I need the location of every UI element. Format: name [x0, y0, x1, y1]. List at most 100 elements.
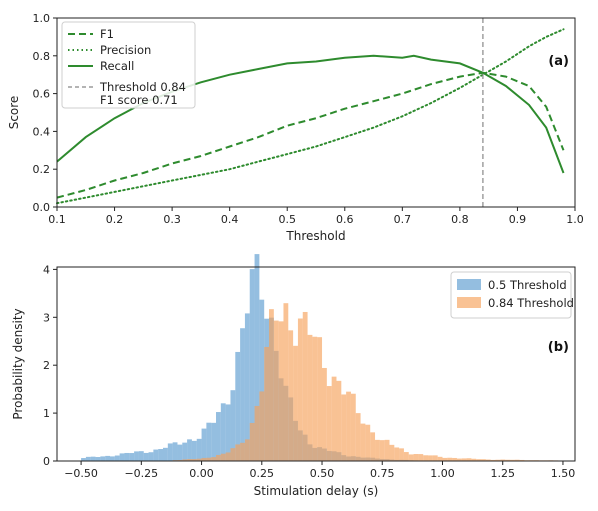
hist-bar: [105, 455, 111, 461]
hist-bar: [163, 447, 168, 461]
hist-bar: [461, 458, 467, 461]
legend-label-2: 0.84 Threshold: [488, 296, 574, 310]
hist-bar: [90, 456, 96, 461]
hist-bar: [172, 442, 178, 461]
panel-b-legend: 0.5 Threshold 0.84 Threshold: [450, 271, 574, 319]
hist-bar: [254, 254, 260, 461]
hist-bar: [375, 439, 380, 461]
hist-bar: [500, 459, 506, 461]
hist-bar: [307, 334, 313, 461]
hist-bar: [240, 328, 245, 461]
hist-bar: [264, 346, 270, 461]
y-tick-label: 0.4: [33, 125, 51, 138]
hist-bar: [341, 394, 347, 461]
hist-bar: [201, 457, 207, 461]
hist-bar: [216, 412, 221, 461]
x-tick-label: 0.4: [221, 213, 239, 226]
hist-bar: [509, 459, 515, 461]
hist-bar: [490, 459, 496, 461]
hist-bar: [225, 452, 231, 461]
hist-bar: [167, 443, 173, 461]
panel-b-x-axis-label: Stimulation delay (s): [254, 484, 379, 498]
hist-bar: [259, 391, 265, 461]
hist-bar: [235, 444, 241, 461]
hist-bar: [196, 458, 202, 461]
x-tick-label: 1.50: [551, 467, 576, 480]
hist-bar: [95, 457, 101, 461]
hist-bar: [370, 432, 376, 461]
x-tick-label: 0.75: [370, 467, 395, 480]
hist-bar: [452, 457, 457, 461]
hist-bar: [399, 448, 404, 461]
hist-bar: [384, 439, 390, 461]
hist-bar: [283, 303, 289, 461]
x-tick-label: 0.8: [451, 213, 469, 226]
hist-bar: [138, 451, 144, 461]
hist-bar: [114, 455, 120, 461]
hist-bar: [326, 386, 332, 461]
hist-bar: [389, 444, 395, 461]
hist-bar: [346, 391, 351, 461]
hist-bar: [220, 403, 226, 461]
hist-bar: [177, 444, 183, 461]
y-tick-label: 0.8: [33, 50, 51, 63]
hist-bar: [230, 448, 236, 461]
hist-bar: [211, 457, 217, 461]
x-tick-label: −0.25: [124, 467, 158, 480]
legend-label-recall: Recall: [100, 59, 134, 73]
panel-b-frame: [56, 266, 576, 462]
legend-label-threshold-2: F1 score 0.71: [100, 93, 178, 107]
panel-b-bars: [81, 254, 563, 461]
y-tick-label: 2: [43, 359, 50, 372]
hist-bar: [442, 457, 448, 461]
hist-bar: [288, 330, 294, 461]
hist-bar: [191, 440, 197, 461]
hist-bar: [206, 457, 212, 461]
hist-bar: [505, 459, 510, 461]
hist-bar: [158, 449, 164, 461]
x-tick-label: 0.1: [48, 213, 66, 226]
hist-bar: [432, 455, 438, 461]
legend-swatch-1: [457, 279, 481, 290]
hist-bar: [187, 439, 192, 461]
hist-bar: [428, 455, 433, 461]
hist-bar: [437, 456, 443, 461]
x-tick-label: 0.00: [189, 467, 214, 480]
hist-bar: [211, 422, 217, 461]
panel-b-axes: −0.50 −0.25 0.00 0.25 0.50 0.75 1.00 1.25 1.50 0 1…: [43, 263, 576, 480]
hist-bar: [519, 459, 525, 461]
hist-bar: [336, 380, 342, 461]
line-f1: [56, 71, 565, 199]
panel-b-stimulation-delay-histogram: −0.50 −0.25 0.00 0.25 0.50 0.75 1.00 1.25 1.50 0 1…: [11, 254, 576, 498]
y-tick-label: 1.0: [33, 12, 51, 25]
hist-bar: [365, 424, 371, 461]
hist-bar: [124, 452, 130, 461]
hist-bar: [394, 447, 400, 461]
y-tick-label: 3: [43, 311, 50, 324]
hist-bar: [254, 405, 260, 461]
hist-bar: [119, 453, 125, 461]
hist-bar: [418, 454, 424, 461]
hist-bar: [244, 313, 250, 461]
hist-bar: [85, 456, 91, 461]
panel-a-frame: [56, 17, 576, 208]
hist-bar: [182, 459, 188, 461]
x-tick-label: 0.50: [310, 467, 335, 480]
panel-a-threshold-scores: 0.1 0.2 0.3 0.4 0.5 0.6 0.7 0.8 0.9 1.0 0.0 0.2 0.4 0…: [7, 12, 584, 243]
hist-bar: [456, 458, 462, 461]
x-tick-label: 1.00: [430, 467, 455, 480]
y-tick-label: 0: [43, 455, 50, 468]
y-tick-label: 1: [43, 407, 50, 420]
hist-bar: [476, 459, 482, 461]
hist-bar: [273, 320, 279, 461]
hist-bar: [278, 321, 284, 461]
x-tick-label: 0.6: [336, 213, 354, 226]
hist-bar: [408, 454, 414, 461]
x-tick-label: 1.25: [490, 467, 515, 480]
panel-b-y-axis-label: Probability density: [11, 308, 25, 419]
hist-bar: [182, 442, 188, 461]
y-tick-label: 0.0: [33, 201, 51, 214]
hist-bar: [317, 337, 323, 461]
hist-bar: [244, 439, 250, 461]
